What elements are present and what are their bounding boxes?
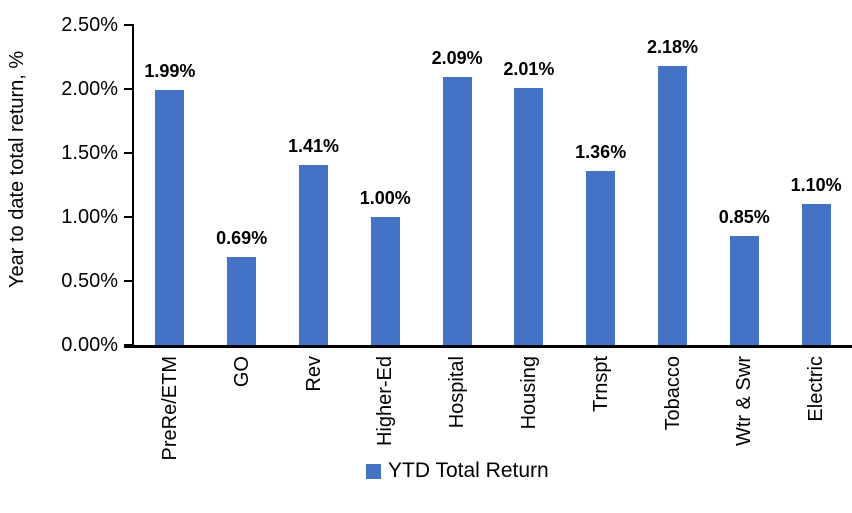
y-tick-label: 0.00% bbox=[61, 334, 118, 356]
x-category-label: Hospital bbox=[446, 356, 469, 429]
bar-value-label: 0.85% bbox=[718, 207, 770, 228]
y-tick-mark bbox=[124, 24, 134, 26]
y-tick-label: 2.50% bbox=[61, 14, 118, 36]
bar-value-label: 2.01% bbox=[503, 58, 555, 79]
bar bbox=[729, 236, 759, 345]
x-category-label: Tobacco bbox=[661, 356, 684, 431]
legend-swatch-icon bbox=[366, 463, 381, 479]
bar bbox=[586, 170, 616, 345]
y-tick-label: 1.00% bbox=[61, 206, 118, 228]
bar-value-label: 0.69% bbox=[216, 227, 268, 248]
y-axis-line bbox=[132, 25, 134, 347]
y-tick-label: 1.50% bbox=[61, 142, 118, 164]
bar-value-label: 2.09% bbox=[431, 48, 483, 69]
x-category-label: Housing bbox=[517, 356, 540, 430]
bar-value-label: 1.10% bbox=[790, 175, 842, 196]
x-category-label: Wtr & Swr bbox=[733, 356, 756, 446]
y-tick-mark bbox=[124, 88, 134, 90]
x-axis-line bbox=[124, 345, 852, 348]
bar bbox=[658, 65, 687, 345]
bar bbox=[155, 90, 185, 345]
legend: YTD Total Return bbox=[366, 459, 549, 483]
legend-label: YTD Total Return bbox=[388, 459, 549, 482]
bar-value-label: 1.41% bbox=[287, 135, 340, 156]
y-tick-mark bbox=[124, 216, 134, 218]
bar bbox=[227, 256, 257, 345]
x-category-label: Electric bbox=[805, 356, 828, 422]
y-tick-mark bbox=[124, 280, 134, 282]
bar bbox=[370, 217, 400, 345]
bar bbox=[299, 164, 328, 345]
y-tick-mark bbox=[124, 344, 134, 346]
bar-value-label: 1.36% bbox=[575, 141, 627, 162]
bar bbox=[442, 77, 472, 345]
x-category-label: Higher-Ed bbox=[374, 356, 397, 447]
bar-value-label: 2.18% bbox=[646, 36, 699, 57]
y-tick-label: 0.50% bbox=[61, 270, 118, 292]
bar-value-label: 1.00% bbox=[359, 188, 411, 208]
x-category-label: PreRe/ETM bbox=[158, 356, 181, 461]
x-category-label: GO bbox=[230, 356, 253, 388]
x-category-label: Rev bbox=[302, 356, 325, 392]
y-tick-mark bbox=[124, 152, 134, 154]
y-tick-label: 2.00% bbox=[61, 78, 118, 100]
bar bbox=[514, 87, 544, 345]
x-category-label: Trnspt bbox=[589, 356, 612, 412]
bar-value-label: 1.99% bbox=[144, 61, 196, 82]
bar bbox=[801, 204, 831, 345]
